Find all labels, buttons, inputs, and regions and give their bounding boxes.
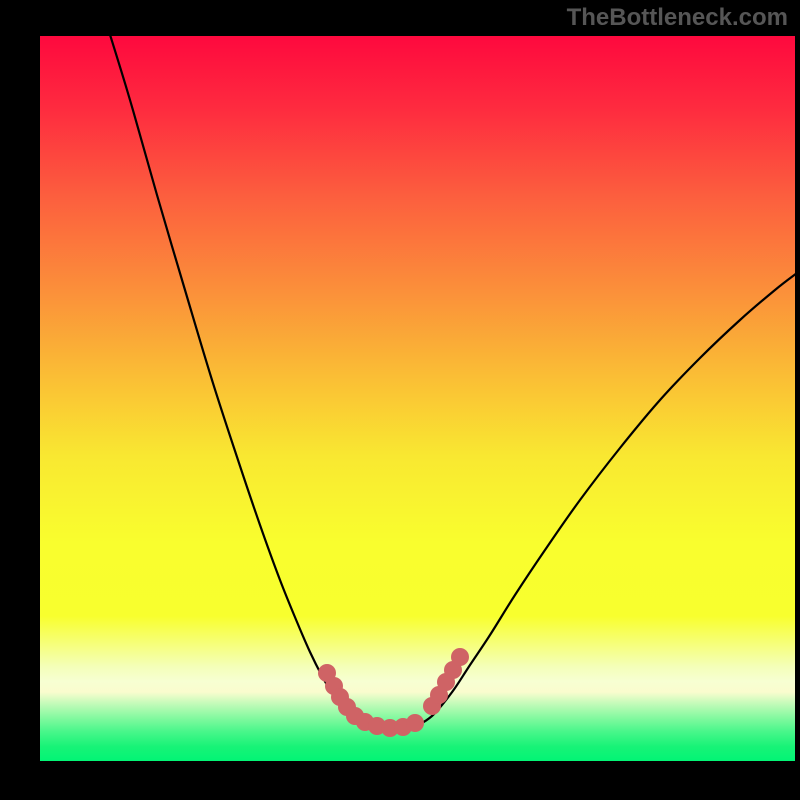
bottleneck-chart — [0, 0, 800, 800]
right-border — [795, 0, 800, 800]
data-marker — [451, 648, 469, 666]
data-marker — [406, 714, 424, 732]
bottom-border — [0, 761, 800, 800]
left-border — [0, 0, 40, 800]
watermark-text: TheBottleneck.com — [567, 4, 788, 32]
plot-background — [40, 36, 795, 761]
